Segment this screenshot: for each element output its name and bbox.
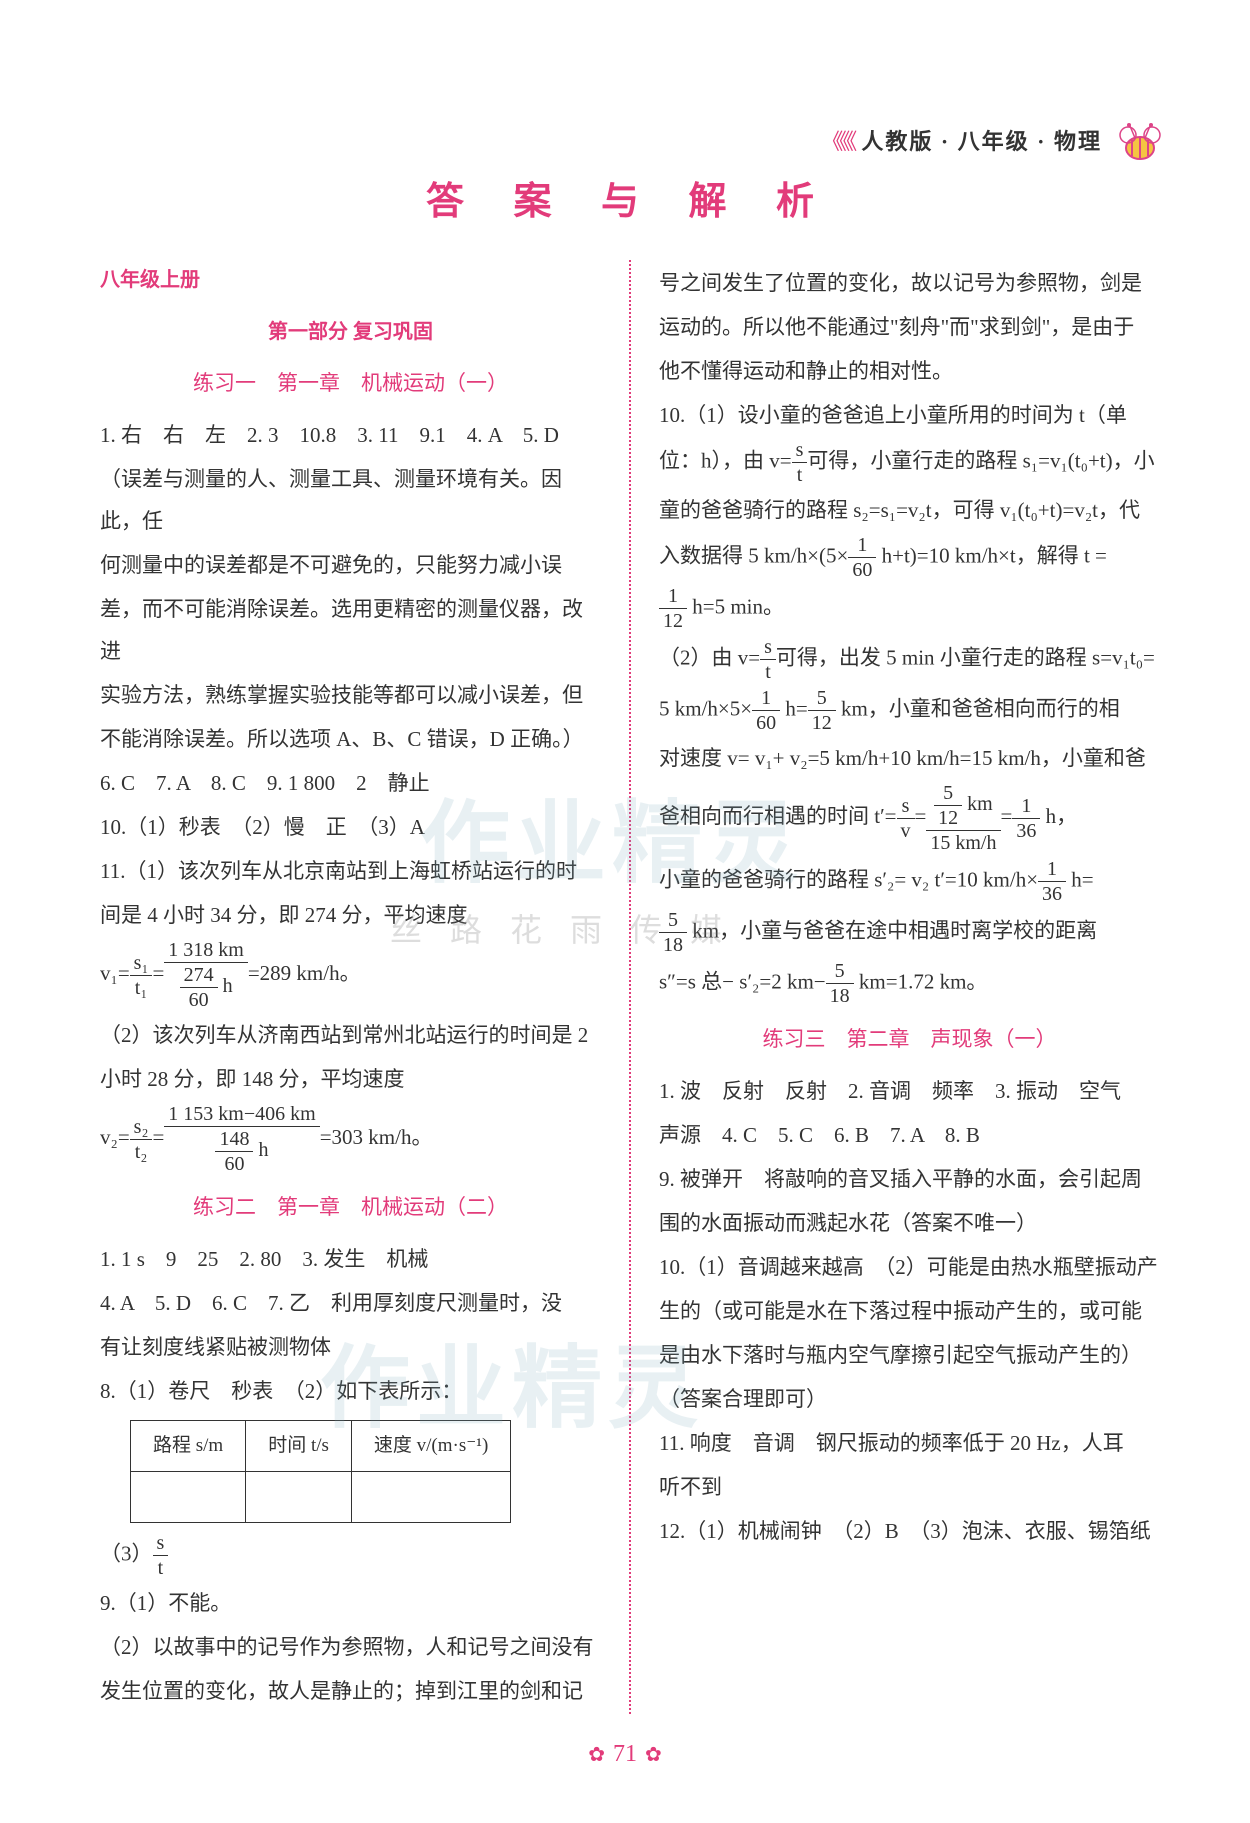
text-line: 6. C 7. A 8. C 9. 1 800 2 静止 — [100, 762, 601, 804]
text-line: 入数据得 5 km/h×(5×160 h+t)=10 km/h×t，解得 t = — [659, 533, 1160, 582]
text-line: 小童的爸爸骑行的路程 s′₂= v₂ t′=10 km/h×136 h= — [659, 857, 1160, 906]
text-line: 4. A 5. D 6. C 7. 乙 利用厚刻度尺测量时，没 — [100, 1282, 601, 1324]
table-header: 速度 v/(m·s⁻¹) — [351, 1421, 510, 1472]
text-line: 11.（1）该次列车从北京南站到上海虹桥站运行的时 — [100, 850, 601, 892]
text-line: 1. 右 右 左 2. 3 10.8 3. 11 9.1 4. A 5. D — [100, 414, 601, 456]
text-line: 围的水面振动而溅起水花（答案不唯一） — [659, 1202, 1160, 1244]
text-line: （答案合理即可） — [659, 1378, 1160, 1420]
text-line: 不能消除误差。所以选项 A、B、C 错误，D 正确。） — [100, 718, 601, 760]
part-title: 第一部分 复习巩固 — [100, 312, 601, 352]
left-column: 八年级上册 第一部分 复习巩固 练习一 第一章 机械运动（一） 1. 右 右 左… — [100, 260, 629, 1714]
text-line: 童的爸爸骑行的路程 s₂=s₁=v₂t，可得 v₁(t₀+t)=v₂t，代 — [659, 489, 1160, 531]
text-line: 运动的。所以他不能通过"刻舟"而"求到剑"，是由于 — [659, 306, 1160, 348]
text-line: （2）该次列车从济南西站到常州北站运行的时间是 2 — [100, 1014, 601, 1056]
text-line: （2）以故事中的记号作为参照物，人和记号之间没有 — [100, 1626, 601, 1668]
text-line: 差，而不可能消除误差。选用更精密的测量仪器，改进 — [100, 588, 601, 672]
text-line: s″=s 总− s′₂=2 km−518 km=1.72 km。 — [659, 959, 1160, 1008]
text-line: 何测量中的误差都是不可避免的，只能努力减小误 — [100, 544, 601, 586]
text-line: 生的（或可能是水在下落过程中振动产生的，或可能 — [659, 1290, 1160, 1332]
text-line: 爸相向而行相遇的时间 t′=sv=512 km15 km/h=136 h， — [659, 781, 1160, 855]
text-line: （3）st — [100, 1531, 601, 1580]
table-header: 路程 s/m — [131, 1421, 246, 1472]
text-line: 1. 波 反射 反射 2. 音调 频率 3. 振动 空气 — [659, 1070, 1160, 1112]
header-badge: 《《《 人教版 · 八年级 · 物理 — [821, 110, 1170, 170]
practice2-title: 练习二 第一章 机械运动（二） — [100, 1186, 601, 1228]
text-line: 他不懂得运动和静止的相对性。 — [659, 350, 1160, 392]
text-line: 5 km/h×5×160 h=512 km，小童和爸爸相向而行的相 — [659, 686, 1160, 735]
book-label: 八年级上册 — [100, 260, 601, 300]
text-line: 听不到 — [659, 1466, 1160, 1508]
text-line: 有让刻度线紧贴被测物体 — [100, 1326, 601, 1368]
table-cell — [131, 1472, 246, 1523]
text-line: 9.（1）不能。 — [100, 1582, 601, 1624]
content-columns: 八年级上册 第一部分 复习巩固 练习一 第一章 机械运动（一） 1. 右 右 左… — [100, 260, 1160, 1714]
text-line: 518 km，小童与爸爸在途中相遇时离学校的距离 — [659, 908, 1160, 957]
page-title: 答 案 与 解 析 — [100, 170, 1160, 225]
practice1-title: 练习一 第一章 机械运动（一） — [100, 362, 601, 404]
text-line: 8.（1）卷尺 秒表 （2）如下表所示： — [100, 1370, 601, 1412]
chevron-icon: 《《《 — [821, 124, 853, 156]
text-line: 发生位置的变化，故人是静止的；掉到江里的剑和记 — [100, 1670, 601, 1712]
text-line: （2）由 v=st可得，出发 5 min 小童行走的路程 s=v₁t₀= — [659, 635, 1160, 684]
page-number-value: 71 — [613, 1741, 637, 1768]
text-line: 1. 1 s 9 25 2. 80 3. 发生 机械 — [100, 1238, 601, 1280]
equation-line: v₁=s₁t₁=1 318 km27460 h=289 km/h。 — [100, 938, 601, 1012]
text-line: 10.（1）设小童的爸爸追上小童所用的时间为 t（单 — [659, 394, 1160, 436]
text-line: 声源 4. C 5. C 6. B 7. A 8. B — [659, 1114, 1160, 1156]
bee-icon — [1110, 110, 1170, 170]
table-header: 时间 t/s — [246, 1421, 352, 1472]
text-line: 9. 被弹开 将敲响的音叉插入平静的水面，会引起周 — [659, 1158, 1160, 1200]
page-number: ✿ 71 ✿ — [588, 1741, 662, 1768]
right-column: 号之间发生了位置的变化，故以记号为参照物，剑是 运动的。所以他不能通过"刻舟"而… — [631, 260, 1160, 1714]
table-cell — [351, 1472, 510, 1523]
badge-text: 人教版 · 八年级 · 物理 — [861, 124, 1102, 156]
text-line: 位：h），由 v=st可得，小童行走的路程 s₁=v₁(t₀+t)，小 — [659, 438, 1160, 487]
text-line: 12.（1）机械闹钟 （2）B （3）泡沫、衣服、锡箔纸 — [659, 1510, 1160, 1552]
text-line: 112 h=5 min。 — [659, 584, 1160, 633]
text-line: 是由水下落时与瓶内空气摩擦引起空气振动产生的） — [659, 1334, 1160, 1376]
flower-icon: ✿ — [645, 1742, 662, 1767]
text-line: 号之间发生了位置的变化，故以记号为参照物，剑是 — [659, 262, 1160, 304]
equation-line: v₂=s₂t₂=1 153 km−406 km14860 h=303 km/h。 — [100, 1102, 601, 1176]
text-line: 对速度 v= v₁+ v₂=5 km/h+10 km/h=15 km/h，小童和… — [659, 737, 1160, 779]
flower-icon: ✿ — [588, 1742, 605, 1767]
text-line: 10.（1）秒表 （2）慢 正 （3）A — [100, 806, 601, 848]
text-line: （误差与测量的人、测量工具、测量环境有关。因此，任 — [100, 458, 601, 542]
table-cell — [246, 1472, 352, 1523]
practice3-title: 练习三 第二章 声现象（一） — [659, 1018, 1160, 1060]
text-line: 小时 28 分，即 148 分，平均速度 — [100, 1058, 601, 1100]
text-line: 实验方法，熟练掌握实验技能等都可以减小误差，但 — [100, 674, 601, 716]
text-line: 10.（1）音调越来越高 （2）可能是由热水瓶壁振动产 — [659, 1246, 1160, 1288]
data-table: 路程 s/m 时间 t/s 速度 v/(m·s⁻¹) — [130, 1420, 511, 1523]
text-line: 间是 4 小时 34 分，即 274 分，平均速度 — [100, 894, 601, 936]
text-line: 11. 响度 音调 钢尺振动的频率低于 20 Hz，人耳 — [659, 1422, 1160, 1464]
